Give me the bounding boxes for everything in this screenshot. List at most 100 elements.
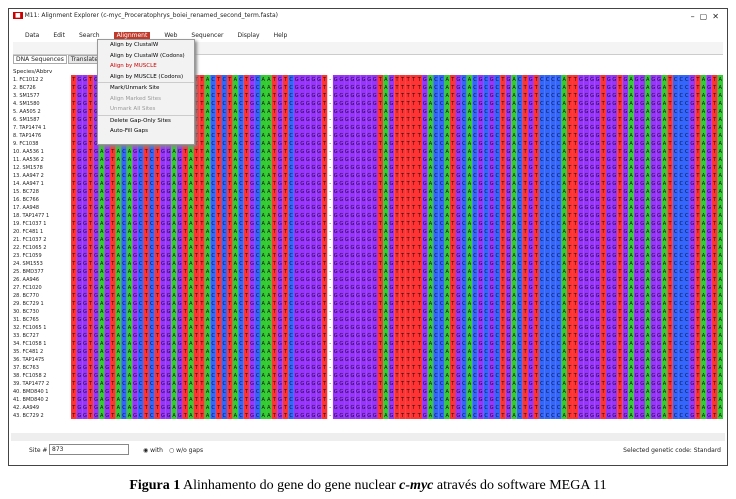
base: G bbox=[707, 205, 711, 211]
base: G bbox=[635, 125, 639, 131]
base-cell bbox=[700, 83, 707, 91]
base: G bbox=[423, 85, 427, 91]
tab[interactable]: DNA Sequences bbox=[13, 55, 67, 64]
base: A bbox=[663, 173, 667, 179]
base-cell bbox=[706, 75, 712, 83]
base-cell bbox=[243, 83, 250, 91]
base: A bbox=[267, 229, 271, 235]
base: G bbox=[356, 157, 360, 163]
base: G bbox=[94, 189, 98, 195]
base: G bbox=[94, 237, 98, 243]
base: G bbox=[624, 101, 628, 107]
base: C bbox=[473, 93, 477, 99]
base: A bbox=[629, 165, 633, 171]
base: G bbox=[579, 101, 583, 107]
base: A bbox=[468, 165, 472, 171]
base: G bbox=[339, 157, 343, 163]
menu-item[interactable]: Display bbox=[237, 32, 259, 39]
base: G bbox=[607, 149, 611, 155]
base: C bbox=[211, 93, 215, 99]
base: G bbox=[657, 189, 661, 195]
base: A bbox=[429, 213, 433, 219]
base-cell bbox=[656, 75, 662, 83]
base: G bbox=[490, 141, 494, 147]
base: C bbox=[440, 77, 444, 83]
base: G bbox=[651, 213, 655, 219]
base: C bbox=[685, 181, 689, 187]
base: G bbox=[278, 189, 282, 195]
base-cell bbox=[305, 75, 311, 83]
base: G bbox=[373, 181, 377, 187]
base-cell bbox=[349, 75, 356, 83]
base: A bbox=[189, 173, 193, 179]
base: G bbox=[356, 93, 360, 99]
menu-item[interactable]: Web bbox=[164, 32, 177, 39]
window-controls[interactable]: – ▢ ✕ bbox=[691, 12, 719, 21]
base: A bbox=[646, 133, 650, 139]
base: C bbox=[551, 213, 555, 219]
menu-item[interactable]: Data bbox=[25, 32, 39, 39]
base: G bbox=[423, 133, 427, 139]
base: A bbox=[384, 77, 388, 83]
base: C bbox=[674, 77, 678, 83]
base: G bbox=[529, 141, 533, 147]
base: G bbox=[690, 181, 694, 187]
base: G bbox=[585, 117, 589, 123]
base: G bbox=[295, 205, 299, 211]
base: A bbox=[234, 101, 238, 107]
base-cell bbox=[700, 75, 707, 83]
base-cell bbox=[310, 83, 317, 91]
menu-item[interactable]: Sequencer bbox=[191, 32, 223, 39]
base: C bbox=[139, 237, 143, 243]
base: C bbox=[139, 205, 143, 211]
base-cell bbox=[193, 75, 200, 83]
base: G bbox=[356, 213, 360, 219]
tab[interactable]: Translated Pr bbox=[67, 55, 113, 64]
base: G bbox=[356, 165, 360, 171]
base: A bbox=[267, 117, 271, 123]
base: G bbox=[178, 213, 182, 219]
base: G bbox=[373, 101, 377, 107]
menu-item[interactable]: Edit bbox=[53, 32, 65, 39]
base: A bbox=[100, 213, 104, 219]
base: C bbox=[484, 165, 488, 171]
base: A bbox=[702, 109, 706, 115]
base-cell bbox=[628, 83, 634, 91]
menu-item[interactable]: Alignment bbox=[113, 32, 151, 39]
base: G bbox=[479, 85, 483, 91]
base: A bbox=[646, 173, 650, 179]
base: G bbox=[635, 229, 639, 235]
base: C bbox=[440, 189, 444, 195]
base: C bbox=[462, 157, 466, 163]
menu-item[interactable]: Help bbox=[274, 32, 288, 39]
base: G bbox=[133, 229, 137, 235]
base: C bbox=[496, 133, 500, 139]
base: C bbox=[462, 85, 466, 91]
base: C bbox=[546, 141, 550, 147]
base: G bbox=[607, 133, 611, 139]
base: G bbox=[579, 77, 583, 83]
base: C bbox=[518, 77, 522, 83]
base: G bbox=[690, 197, 694, 203]
menu-item[interactable]: Search bbox=[79, 32, 100, 39]
base: G bbox=[590, 181, 594, 187]
base: C bbox=[440, 205, 444, 211]
base: G bbox=[250, 117, 254, 123]
base: G bbox=[367, 77, 371, 83]
base: G bbox=[356, 189, 360, 195]
base-cell bbox=[494, 83, 501, 91]
base-cell bbox=[277, 83, 283, 91]
base: G bbox=[585, 85, 589, 91]
base: C bbox=[256, 189, 260, 195]
base: G bbox=[635, 133, 639, 139]
base: G bbox=[490, 173, 494, 179]
base: C bbox=[122, 197, 126, 203]
base: A bbox=[719, 181, 723, 187]
base: C bbox=[551, 149, 555, 155]
base: C bbox=[211, 205, 215, 211]
base: G bbox=[657, 157, 661, 163]
base: C bbox=[551, 229, 555, 235]
base: C bbox=[496, 205, 500, 211]
base: G bbox=[105, 237, 109, 243]
base: G bbox=[456, 189, 460, 195]
